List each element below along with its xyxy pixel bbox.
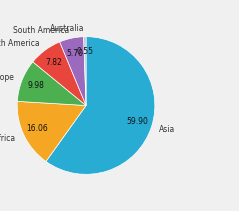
Text: 5.70: 5.70 xyxy=(66,49,83,58)
Text: 0.55: 0.55 xyxy=(77,47,94,56)
Wedge shape xyxy=(17,62,86,106)
Wedge shape xyxy=(17,101,86,161)
Text: South America: South America xyxy=(13,26,70,35)
Text: Australia: Australia xyxy=(50,24,85,33)
Text: Asia: Asia xyxy=(159,124,176,134)
Text: 59.90: 59.90 xyxy=(126,118,148,126)
Text: 16.06: 16.06 xyxy=(27,124,49,133)
Wedge shape xyxy=(46,37,155,174)
Text: 7.82: 7.82 xyxy=(46,58,62,67)
Text: Africa: Africa xyxy=(0,134,16,143)
Text: North America: North America xyxy=(0,39,40,48)
Text: 9.98: 9.98 xyxy=(28,81,44,90)
Text: Europe: Europe xyxy=(0,73,14,82)
Wedge shape xyxy=(84,37,86,106)
Wedge shape xyxy=(60,37,86,106)
Wedge shape xyxy=(33,42,86,106)
